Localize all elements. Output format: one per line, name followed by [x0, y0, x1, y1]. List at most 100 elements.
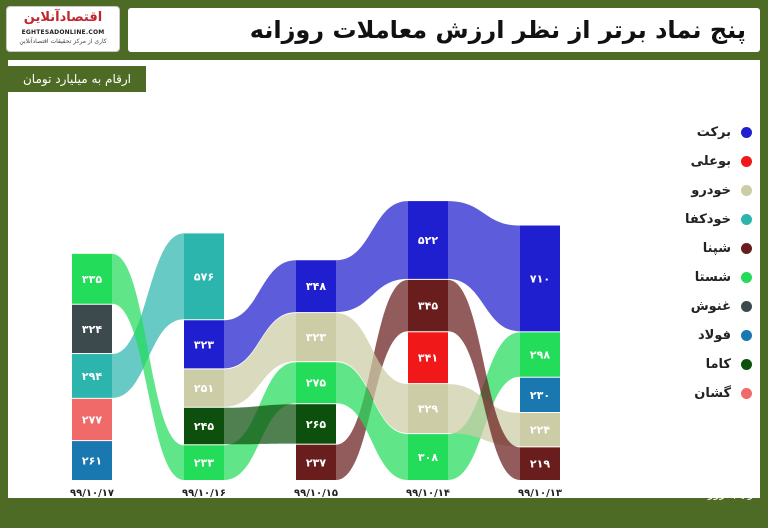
bar-segment-بوعلی	[408, 332, 448, 384]
day-order-text: ترتیب روزها	[698, 486, 758, 500]
legend-item: بوعلی	[614, 147, 752, 176]
data-label: ۲۷۵	[306, 377, 326, 390]
ribbon-خودرو	[336, 313, 408, 434]
data-label: ۳۲۳	[306, 331, 326, 344]
data-label: ۲۹۸	[530, 349, 550, 362]
legend: برکت بوعلی خودرو خودکفا شپنا شستا غنوش فولاد کام…	[614, 118, 752, 408]
bar-segment-برکت	[184, 320, 224, 369]
legend-swatch-icon	[741, 156, 752, 167]
legend-label: خودرو	[691, 183, 731, 198]
bar-segment-خودکفا	[184, 233, 224, 320]
title-banner: پنج نماد برتر از نظر ارزش معاملات روزانه	[128, 8, 760, 52]
bar-segment-خودرو	[520, 412, 560, 447]
bar-segment-گشان	[72, 398, 112, 441]
data-label: ۲۴۵	[194, 420, 214, 433]
legend-label: گشان	[694, 386, 731, 401]
bar-segment-شپنا	[520, 447, 560, 480]
legend-item: کاما	[614, 350, 752, 379]
bar-segment-شستا	[184, 445, 224, 480]
bar-segment-شستا	[520, 332, 560, 377]
ribbon-شستا	[112, 253, 184, 480]
data-label: ۲۵۱	[194, 382, 214, 395]
data-label: ۲۶۵	[306, 418, 326, 431]
page-title: پنج نماد برتر از نظر ارزش معاملات روزانه	[249, 16, 746, 44]
data-label: ۲۳۳	[194, 457, 214, 470]
data-label: ۳۲۳	[194, 338, 214, 351]
bar-segment-شستا	[296, 362, 336, 404]
bar-segment-شپنا	[296, 444, 336, 480]
ribbon-برکت	[224, 260, 296, 369]
data-label: ۲۳۰	[530, 389, 550, 402]
bars	[72, 201, 560, 480]
legend-swatch-icon	[741, 301, 752, 312]
x-tick-label: ۹۹/۱۰/۱۷	[70, 488, 114, 499]
logo-tagline: کاری از مرکز تحقیقات اقتصادآنلاین	[19, 38, 107, 45]
legend-swatch-icon	[741, 214, 752, 225]
data-label: ۳۳۵	[82, 273, 102, 286]
bar-segment-شستا	[408, 434, 448, 480]
data-label: ۲۹۴	[82, 370, 102, 383]
legend-label: شپنا	[702, 241, 731, 256]
ribbon-برکت	[336, 201, 408, 313]
legend-swatch-icon	[741, 127, 752, 138]
legend-item: خودرو	[614, 176, 752, 205]
ribbon-شپنا	[448, 279, 520, 480]
ribbon-برکت	[448, 201, 520, 332]
data-label: ۳۲۴	[82, 323, 102, 336]
footer-bar	[0, 498, 768, 528]
data-label: ۳۴۸	[306, 280, 326, 293]
legend-label: بوعلی	[690, 154, 731, 169]
data-label: ۲۳۷	[306, 456, 326, 469]
legend-swatch-icon	[741, 272, 752, 283]
bar-segment-برکت	[408, 201, 448, 279]
data-label: ۳۴۱	[418, 352, 438, 365]
day-order-label: ترتیب روزها ◄	[684, 483, 758, 503]
ribbon-خودکفا	[112, 233, 184, 398]
unit-label: ارقام به میلیارد تومان	[8, 66, 146, 92]
x-tick-label: ۹۹/۱۰/۱۶	[182, 488, 226, 499]
legend-item: شستا	[614, 263, 752, 292]
legend-swatch-icon	[741, 330, 752, 341]
brand-logo: اقتصادآنلاین EGHTESADONLINE.COM کاری از …	[6, 6, 120, 52]
legend-swatch-icon	[741, 243, 752, 254]
bar-segment-خودکفا	[72, 354, 112, 398]
left-arrow-icon: ◄	[683, 487, 693, 500]
x-tick-label: ۹۹/۱۰/۱۵	[294, 488, 338, 499]
data-label: ۲۷۷	[82, 413, 102, 426]
bar-segment-خودرو	[184, 369, 224, 407]
data-label: ۵۲۲	[418, 234, 438, 247]
data-label: ۲۱۹	[530, 458, 550, 471]
bar-segment-خودرو	[408, 384, 448, 434]
bar-segment-خودرو	[296, 313, 336, 362]
bar-segment-فولاد	[72, 441, 112, 480]
bar-labels: ۲۶۱ ۲۷۷ ۲۹۴ ۳۲۴ ۳۳۵ ۲۳۳ ۲۴۵ ۲۵۱ ۳۲۳ ۵۷۶ ۲۳۷ ۲۶۵ ۲۷۵ ۳…	[82, 234, 550, 471]
legend-label: شستا	[694, 270, 731, 285]
ribbon-خودرو	[224, 313, 296, 407]
legend-label: برکت	[696, 125, 731, 140]
logo-name: اقتصادآنلاین	[23, 10, 103, 25]
data-label: ۳۰۸	[418, 451, 438, 464]
bar-segment-کاما	[296, 404, 336, 444]
legend-item: گشان	[614, 379, 752, 408]
ribbon-کاما	[224, 404, 296, 445]
bar-segment-فولاد	[520, 377, 560, 412]
legend-swatch-icon	[741, 359, 752, 370]
data-label: ۷۱۰	[530, 272, 550, 285]
x-tick-label: ۹۹/۱۰/۱۳	[518, 488, 562, 499]
legend-item: برکت	[614, 118, 752, 147]
logo-url: EGHTESADONLINE.COM	[21, 29, 105, 36]
bar-segment-شپنا	[408, 279, 448, 332]
data-label: ۲۲۴	[530, 424, 550, 437]
legend-item: شپنا	[614, 234, 752, 263]
legend-swatch-icon	[741, 388, 752, 399]
bar-segment-غنوش	[72, 304, 112, 354]
ribbon-شستا	[336, 362, 408, 480]
bar-segment-شستا	[72, 253, 112, 304]
bar-segment-برکت	[520, 225, 560, 332]
x-tick-label: ۹۹/۱۰/۱۴	[406, 488, 450, 499]
ribbons	[112, 201, 520, 480]
legend-swatch-icon	[741, 185, 752, 196]
legend-item: غنوش	[614, 292, 752, 321]
legend-label: غنوش	[690, 299, 731, 314]
